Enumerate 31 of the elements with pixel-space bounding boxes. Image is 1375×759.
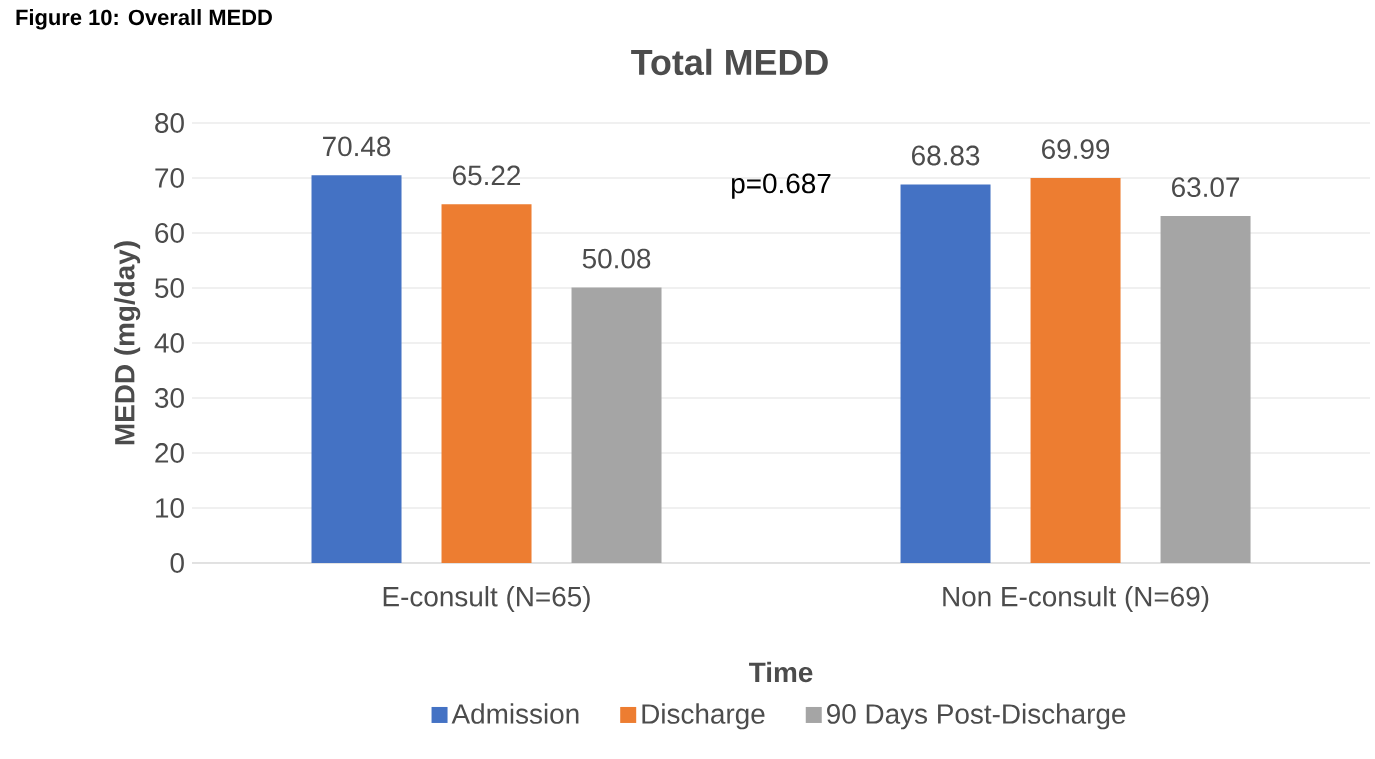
y-tick-label: 40 bbox=[154, 333, 184, 353]
y-axis-title: MEDD (mg/day) bbox=[114, 241, 141, 445]
y-tick-label: 50 bbox=[155, 278, 184, 298]
x-axis-title: Time bbox=[749, 661, 813, 683]
chart-title: Total MEDD bbox=[631, 48, 828, 76]
x-tick-label: E-consult (N=65) bbox=[383, 586, 590, 613]
y-tick-label: 30 bbox=[155, 388, 184, 408]
data-label: 63.07 bbox=[1172, 177, 1240, 198]
y-tick-label: 0 bbox=[170, 553, 184, 573]
bar bbox=[571, 287, 662, 563]
bar bbox=[1160, 216, 1251, 563]
x-tick-label: Non E-consult (N=69) bbox=[943, 586, 1209, 613]
bar bbox=[311, 175, 402, 563]
y-tick-label: 70 bbox=[155, 168, 184, 188]
data-label: 70.48 bbox=[323, 136, 391, 157]
legend-label: Discharge bbox=[642, 703, 765, 730]
y-tick-label: 20 bbox=[155, 443, 184, 463]
legend-label: Admission bbox=[451, 703, 579, 724]
data-label: 65.22 bbox=[453, 165, 521, 186]
bar bbox=[441, 204, 532, 563]
caption: Figure 10: Overall MEDD bbox=[16, 9, 272, 30]
bar bbox=[900, 184, 991, 563]
y-tick-label: 80 bbox=[155, 113, 184, 133]
data-label: 50.08 bbox=[582, 248, 651, 269]
data-label: 68.83 bbox=[912, 145, 980, 166]
data-label: 69.99 bbox=[1042, 139, 1110, 160]
y-tick-label: 10 bbox=[156, 498, 184, 518]
legend-label: 90 Days Post-Discharge bbox=[827, 703, 1126, 730]
bar bbox=[1030, 178, 1121, 563]
y-tick-label: 60 bbox=[155, 223, 184, 243]
annotation: p=0.687 bbox=[732, 173, 831, 199]
